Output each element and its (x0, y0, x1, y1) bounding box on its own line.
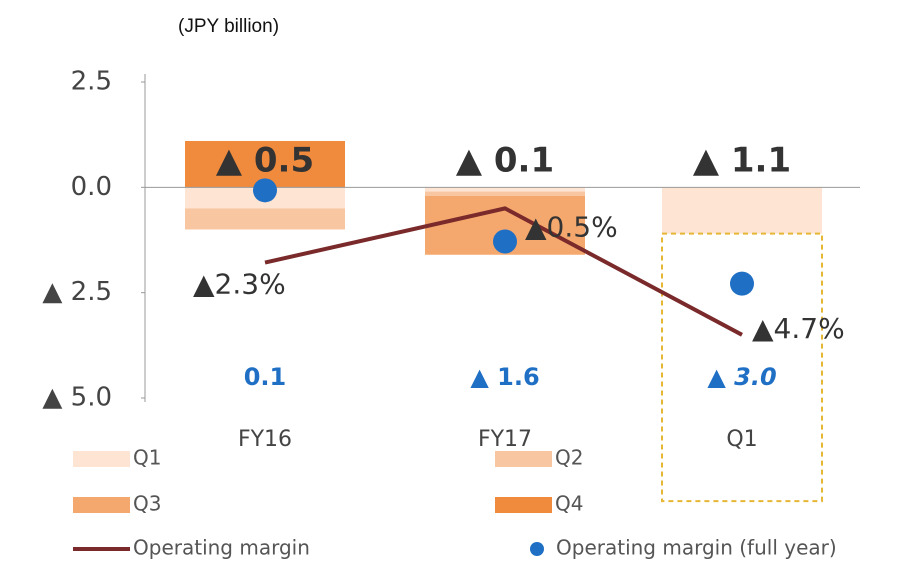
legend-swatch (495, 497, 552, 513)
full-year-label: 0.1 (244, 363, 287, 391)
y-tick-label: 0.0 (71, 172, 112, 202)
legend-swatch (73, 451, 130, 467)
legend-label: Q2 (555, 446, 583, 470)
margin-label: ▲0.5% (525, 210, 618, 243)
full-year-label: ▲ 1.6 (470, 363, 539, 391)
legend-swatch (495, 451, 552, 467)
unit-label: (JPY billion) (178, 16, 279, 37)
legend-swatch (73, 497, 130, 513)
bar-segment (425, 187, 585, 192)
category-label: FY17 (478, 427, 532, 452)
bar-segment (662, 187, 822, 234)
full-year-label: ▲ 3.0 (707, 363, 776, 391)
category-label: FY16 (238, 427, 292, 452)
y-tick-label: 2.5 (71, 67, 112, 97)
legend-swatch (530, 542, 544, 556)
legend-label: Operating margin (133, 536, 310, 560)
margin-dot (253, 178, 277, 203)
bar-label: ▲ 0.5 (216, 141, 314, 181)
legend-label: Q3 (133, 492, 161, 516)
bar-segment (185, 208, 345, 230)
outlook-box (661, 232, 823, 503)
margin-dot (493, 229, 517, 254)
legend-label: Q1 (133, 446, 161, 470)
category-label: Q1 (726, 427, 757, 452)
bar-segment (425, 191, 585, 196)
bar-label: ▲ 1.1 (693, 141, 791, 181)
bar-label: ▲ 0.1 (456, 141, 554, 181)
y-tick-label: ▲ 2.5 (42, 277, 112, 307)
legend-label: Operating margin (full year) (556, 536, 837, 560)
margin-label: ▲4.7% (752, 312, 845, 345)
margin-line (264, 206, 743, 337)
margin-dot (730, 271, 754, 296)
margin-label: ▲2.3% (193, 268, 286, 301)
y-tick-label: ▲ 5.0 (42, 383, 112, 413)
legend-label: Q4 (555, 492, 583, 516)
